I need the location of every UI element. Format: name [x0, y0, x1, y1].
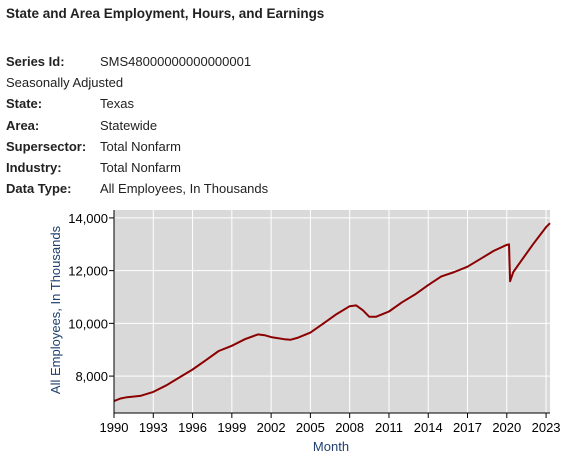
y-tick-label: 14,000: [68, 211, 108, 226]
area-label: Area:: [6, 117, 40, 133]
data-type-label: Data Type:: [6, 181, 72, 197]
y-tick-label: 12,000: [68, 264, 108, 279]
x-axis-title: Month: [313, 439, 349, 454]
x-tick-label: 1993: [139, 420, 168, 435]
data-type-row: Data Type: All Employees, In Thousands: [6, 178, 566, 199]
x-tick-label: 2005: [296, 420, 325, 435]
x-tick-label: 1990: [100, 420, 129, 435]
seasonal-adjustment-note: Seasonally Adjusted: [6, 75, 124, 91]
x-tick-label: 2014: [414, 420, 443, 435]
state-row: State: Texas: [6, 93, 566, 114]
supersector-row: Supersector: Total Nonfarm: [6, 136, 566, 157]
supersector-value: Total Nonfarm: [100, 138, 181, 154]
area-value: Statewide: [100, 117, 158, 133]
state-value: Texas: [100, 96, 134, 112]
supersector-label: Supersector:: [6, 138, 87, 154]
x-tick-label: 2020: [492, 420, 521, 435]
x-tick-label: 2011: [375, 420, 403, 435]
y-axis-ticks: 8,000 10,000 12,000 14,000: [68, 211, 114, 384]
y-tick-label: 8,000: [75, 369, 108, 384]
state-label: State:: [6, 96, 43, 112]
employment-line-chart: 1990 1993 1996 1999 2002 2005 2008 2011 2014 2017…: [48, 210, 561, 454]
x-tick-label: 1999: [217, 420, 246, 435]
x-tick-label: 2008: [335, 420, 364, 435]
x-tick-label: 2023: [532, 420, 561, 435]
industry-row: Industry: Total Nonfarm: [6, 157, 566, 178]
plot-area: [114, 210, 550, 413]
series-id-value: SMS48000000000000001: [100, 54, 252, 69]
series-metadata: Series Id: SMS48000000000000001 Seasonal…: [6, 51, 566, 199]
y-axis-title: All Employees, In Thousands: [48, 225, 63, 394]
x-tick-label: 2017: [453, 420, 482, 435]
series-line-all-employees: [113, 222, 551, 403]
page-title: State and Area Employment, Hours, and Ea…: [6, 6, 325, 21]
series-id-label: Series Id:: [6, 54, 65, 69]
series-id-row: Series Id: SMS48000000000000001: [6, 51, 566, 72]
data-type-value: All Employees, In Thousands: [100, 181, 269, 197]
x-axis-ticks: 1990 1993 1996 1999 2002 2005 2008 2011 2014 2017…: [100, 413, 561, 435]
seasonal-adjustment-row: Seasonally Adjusted: [6, 72, 566, 93]
y-tick-label: 10,000: [68, 316, 108, 331]
industry-value: Total Nonfarm: [100, 159, 181, 175]
x-tick-label: 1996: [178, 420, 207, 435]
industry-label: Industry:: [6, 159, 62, 175]
area-row: Area: Statewide: [6, 115, 566, 136]
x-tick-label: 2002: [257, 420, 286, 435]
